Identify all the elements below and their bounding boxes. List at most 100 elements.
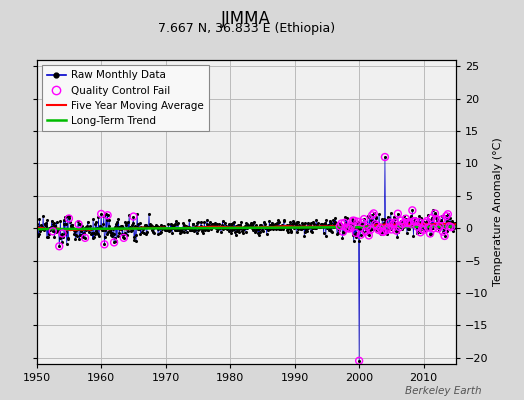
Point: [289, 218, 297, 225]
Point: [52, 219, 61, 225]
Point: [238, 228, 246, 234]
Point: [196, 223, 205, 229]
Point: [173, 227, 181, 233]
Point: [135, 226, 144, 233]
Point: [134, 221, 143, 227]
Point: [437, 216, 445, 223]
Point: [435, 223, 444, 229]
Point: [40, 226, 48, 232]
Point: [425, 217, 434, 223]
Point: [103, 212, 112, 218]
Point: [450, 224, 458, 231]
Point: [377, 230, 385, 237]
Point: [334, 227, 343, 233]
Point: [303, 220, 312, 226]
Point: [212, 225, 220, 232]
Point: [381, 154, 389, 160]
Point: [140, 223, 149, 230]
Point: [133, 224, 141, 230]
Point: [317, 221, 325, 228]
Point: [36, 228, 44, 234]
Point: [348, 218, 357, 224]
Point: [365, 232, 373, 238]
Point: [65, 215, 73, 222]
Point: [408, 207, 417, 214]
Point: [348, 216, 356, 222]
Point: [394, 229, 402, 235]
Point: [358, 223, 366, 229]
Point: [281, 224, 290, 230]
Point: [446, 219, 455, 226]
Point: [409, 232, 418, 239]
Point: [130, 234, 138, 240]
Point: [237, 225, 245, 231]
Point: [156, 230, 165, 236]
Point: [422, 227, 430, 234]
Point: [184, 224, 192, 230]
Point: [374, 227, 383, 233]
Point: [220, 224, 228, 230]
Point: [328, 228, 336, 235]
Point: [429, 207, 437, 214]
Point: [203, 217, 211, 223]
Point: [170, 225, 178, 231]
Point: [386, 219, 394, 226]
Point: [81, 224, 90, 230]
Point: [242, 228, 250, 235]
Point: [159, 225, 167, 232]
Point: [149, 225, 158, 231]
Point: [351, 224, 359, 231]
Point: [382, 217, 390, 223]
Point: [297, 226, 305, 232]
Point: [276, 223, 284, 230]
Point: [159, 225, 168, 232]
Point: [355, 358, 363, 364]
Point: [117, 226, 125, 232]
Point: [393, 234, 401, 240]
Point: [418, 223, 427, 229]
Point: [115, 230, 124, 236]
Point: [150, 230, 158, 236]
Point: [73, 225, 82, 232]
Point: [125, 212, 133, 219]
Point: [446, 215, 454, 221]
Point: [376, 225, 384, 231]
Point: [71, 228, 79, 234]
Point: [398, 221, 407, 227]
Point: [190, 228, 199, 234]
Point: [216, 224, 225, 231]
Point: [63, 235, 72, 241]
Point: [142, 231, 150, 237]
Point: [348, 218, 357, 224]
Point: [54, 228, 62, 234]
Point: [374, 220, 382, 226]
Point: [354, 226, 362, 233]
Point: [131, 223, 139, 229]
Point: [370, 218, 379, 225]
Point: [223, 224, 231, 230]
Point: [439, 228, 447, 235]
Point: [277, 226, 285, 232]
Point: [226, 227, 234, 233]
Point: [59, 217, 68, 224]
Point: [397, 217, 405, 224]
Point: [407, 212, 416, 219]
Point: [87, 226, 95, 232]
Point: [179, 224, 187, 231]
Point: [300, 233, 309, 239]
Point: [416, 229, 424, 236]
Point: [244, 223, 252, 230]
Point: [398, 221, 407, 227]
Point: [38, 226, 46, 232]
Point: [155, 224, 163, 230]
Point: [186, 227, 194, 233]
Point: [97, 227, 106, 233]
Point: [310, 221, 318, 227]
Point: [368, 212, 376, 218]
Point: [93, 224, 102, 231]
Point: [359, 228, 368, 235]
Point: [58, 239, 66, 246]
Point: [77, 228, 85, 234]
Point: [80, 230, 88, 236]
Point: [208, 222, 216, 228]
